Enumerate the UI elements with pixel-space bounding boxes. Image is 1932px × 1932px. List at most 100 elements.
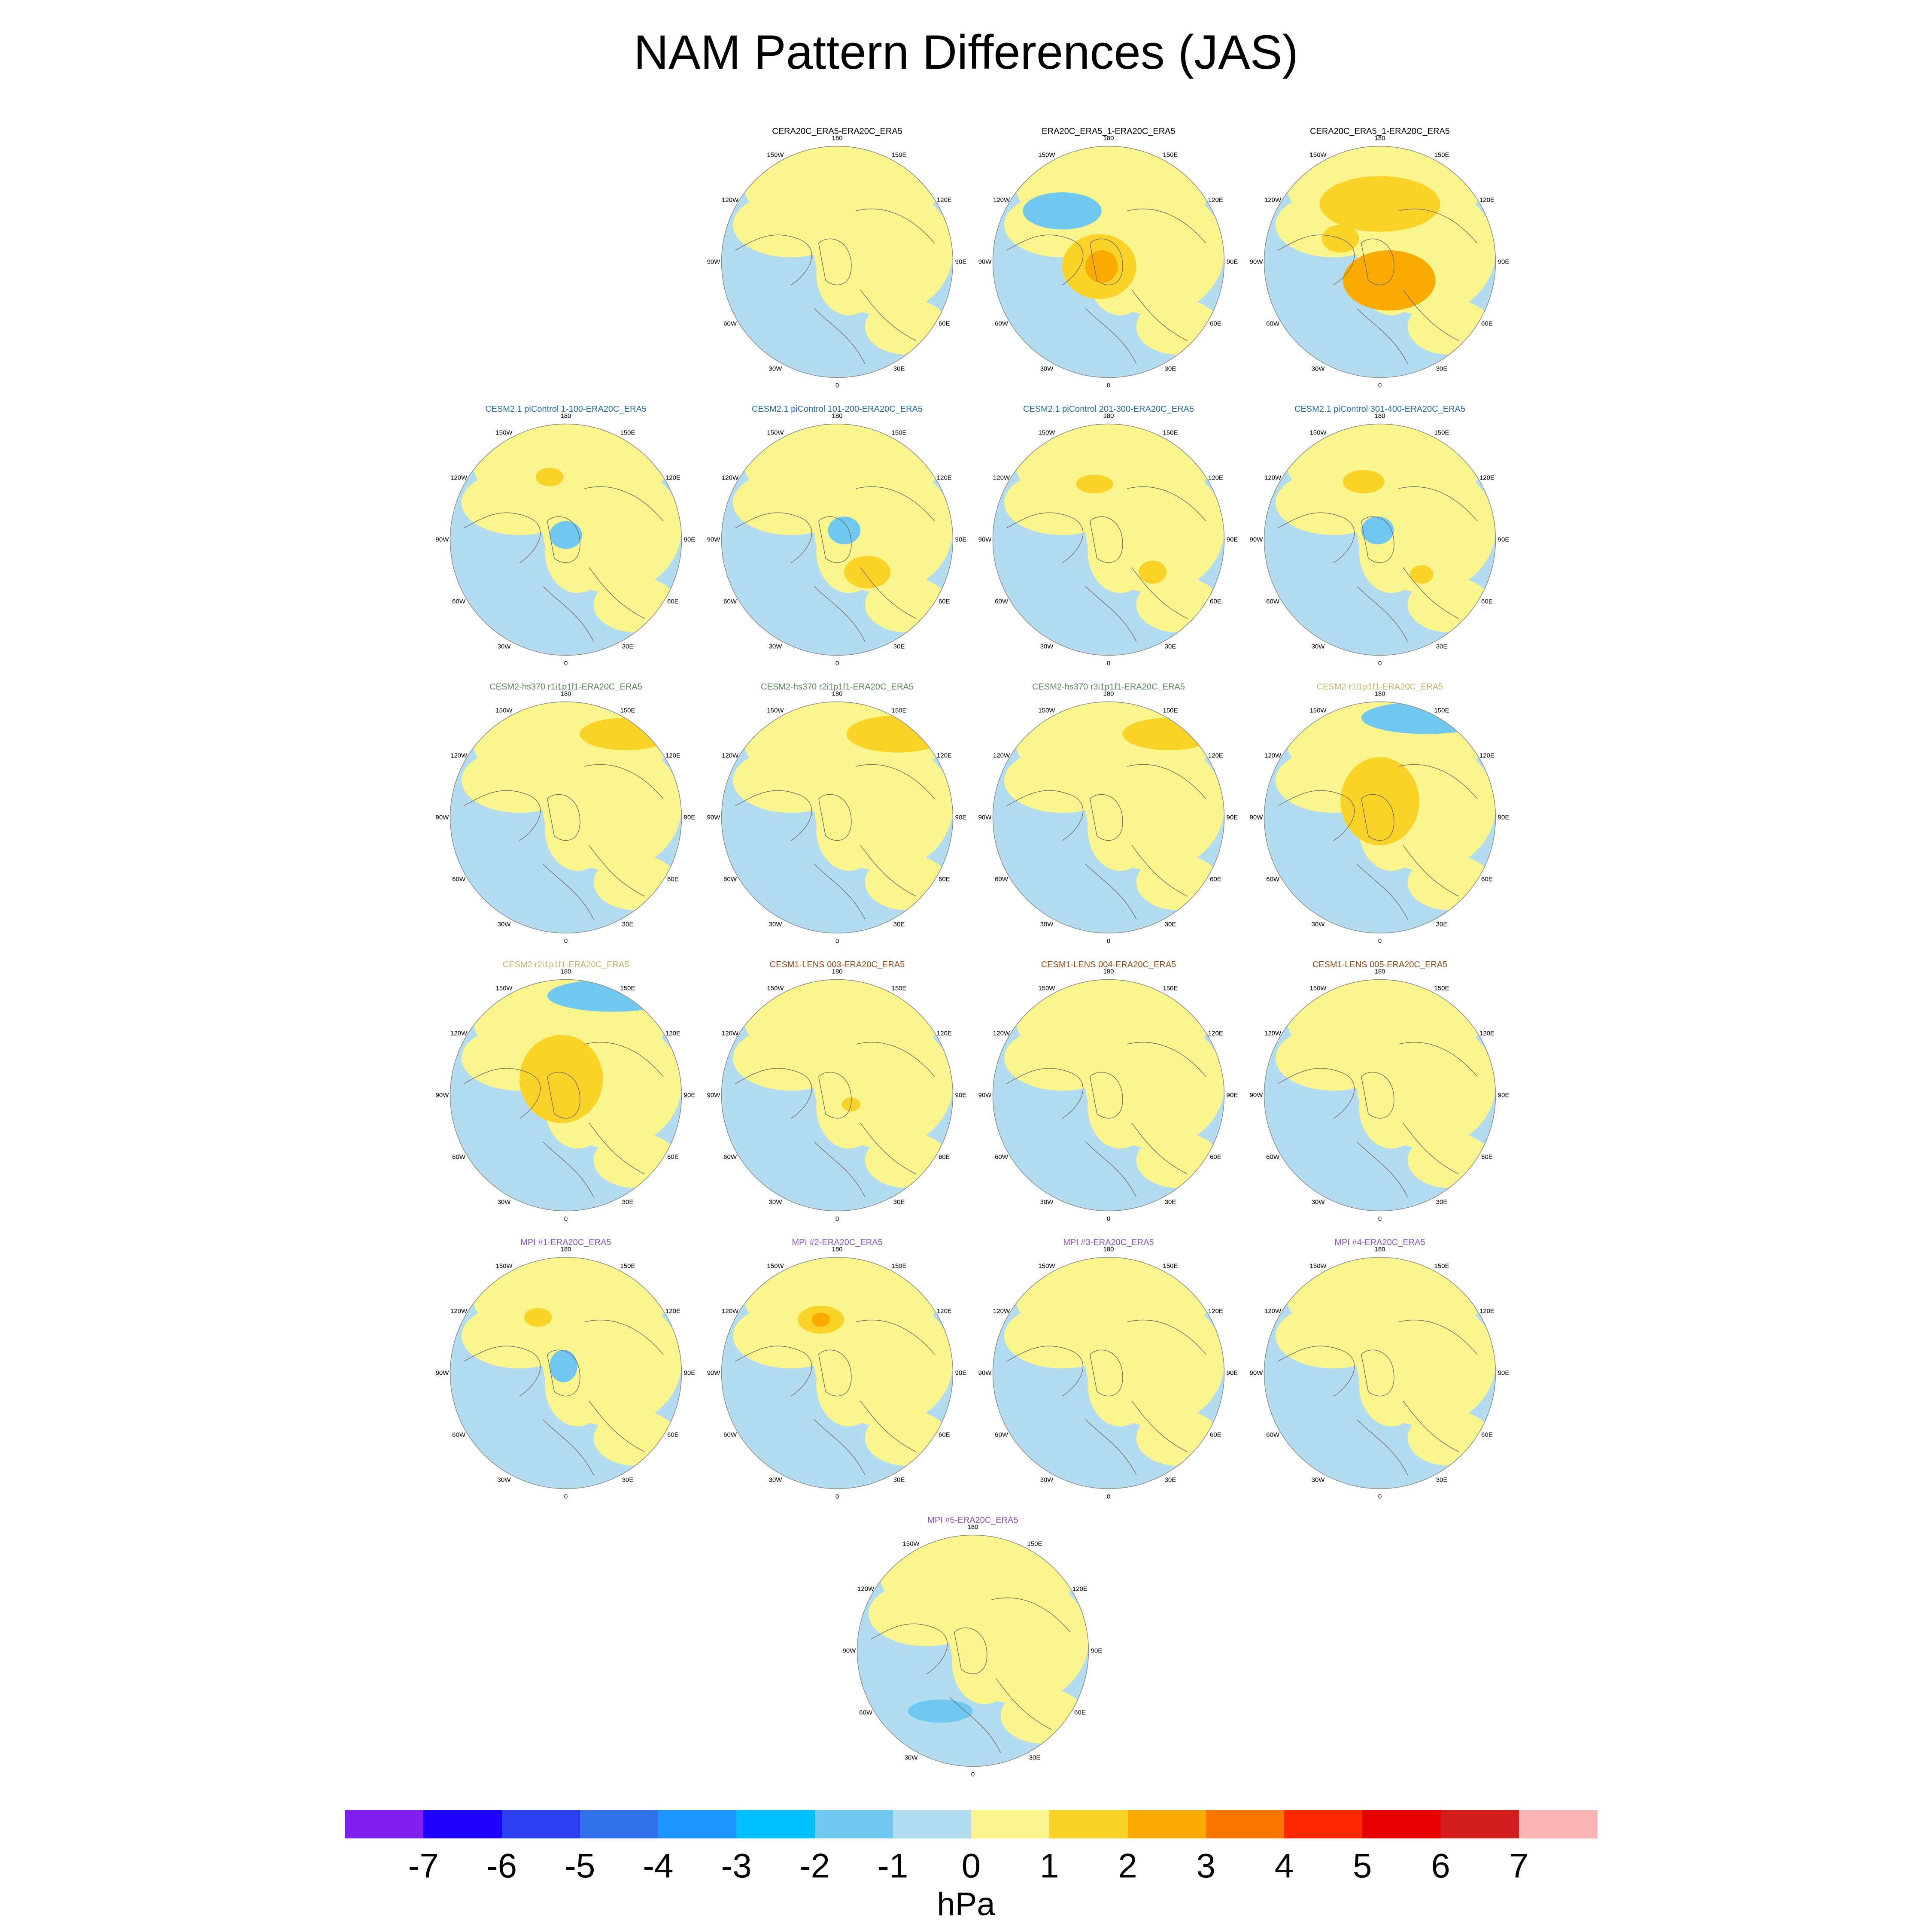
coastlines: [1278, 1042, 1478, 1197]
positive-anomaly-area: [1136, 299, 1220, 355]
longitude-label-150w: 150W: [495, 1262, 513, 1270]
longitude-label-60w: 60W: [859, 1709, 872, 1716]
map-boundary: [721, 979, 954, 1212]
panel-title: CESM2.1 piControl 201-300-ERA20C_ERA5: [1023, 404, 1194, 414]
coastlines: [1006, 486, 1206, 642]
colorbar-tick-label: 3: [1196, 1847, 1216, 1885]
longitude-label-30e: 30E: [622, 643, 634, 650]
longitude-label-150e: 150E: [1163, 429, 1178, 437]
polar-map: [450, 979, 682, 1212]
map-boundary: [1264, 701, 1496, 934]
longitude-label-30e: 30E: [1164, 1198, 1176, 1206]
longitude-label-0: 0: [564, 937, 568, 945]
longitude-label-180: 180: [560, 412, 571, 420]
longitude-label-180: 180: [1374, 1245, 1385, 1253]
longitude-label-150w: 150W: [1038, 984, 1055, 992]
longitude-label-30w: 30W: [1040, 920, 1054, 928]
longitude-label-60e: 60E: [667, 1431, 679, 1439]
coastlines: [735, 764, 935, 920]
longitude-label-90e: 90E: [1226, 536, 1238, 544]
longitude-label-60w: 60W: [995, 1431, 1008, 1439]
longitude-label-30w: 30W: [769, 365, 782, 373]
positive-anomaly-area: [1088, 1065, 1153, 1149]
longitude-label-60w: 60W: [723, 598, 737, 605]
longitude-label-120w: 120W: [993, 196, 1010, 204]
polar-map: [992, 423, 1225, 656]
polar-map: [992, 701, 1225, 934]
colorbar-tick-label: 5: [1353, 1847, 1372, 1885]
colorbar-tick-label: -7: [408, 1847, 439, 1885]
panel-title: CESM2-hs370 r3i1p1f1-ERA20C_ERA5: [1032, 682, 1185, 692]
longitude-label-180: 180: [967, 1523, 978, 1531]
longitude-label-30e: 30E: [1164, 920, 1176, 928]
panel-title: CERA20C_ERA5-ERA20C_ERA5: [772, 127, 902, 136]
longitude-label-120e: 120E: [936, 1307, 952, 1315]
positive-anomaly-area: [1088, 509, 1153, 593]
longitude-label-150w: 150W: [1309, 151, 1327, 159]
longitude-label-150w: 150W: [495, 707, 513, 714]
colorbar-cell: [423, 1810, 502, 1838]
longitude-label-60e: 60E: [939, 1153, 950, 1161]
longitude-label-30w: 30W: [497, 1198, 511, 1206]
longitude-label-0: 0: [835, 1493, 839, 1501]
longitude-label-0: 0: [1106, 659, 1111, 667]
coastlines: [735, 1319, 935, 1475]
longitude-label-60e: 60E: [667, 875, 679, 883]
colorbar-cell: [1127, 1810, 1206, 1838]
longitude-label-60w: 60W: [723, 1431, 737, 1439]
map-boundary: [1264, 423, 1496, 656]
longitude-label-90e: 90E: [683, 814, 696, 821]
longitude-label-30e: 30E: [893, 1198, 905, 1206]
longitude-label-60e: 60E: [1481, 320, 1493, 328]
longitude-label-150e: 150E: [1163, 151, 1178, 159]
colorbar-tick-label: 4: [1274, 1847, 1294, 1885]
longitude-label-60e: 60E: [939, 320, 950, 328]
longitude-label-30e: 30E: [1164, 1476, 1176, 1484]
longitude-label-150w: 150W: [767, 429, 784, 437]
map-boundary: [992, 1257, 1225, 1489]
longitude-label-90e: 90E: [1226, 1369, 1238, 1377]
longitude-label-120w: 120W: [1264, 474, 1282, 482]
coastlines: [1006, 1319, 1206, 1475]
polar-map: [1264, 423, 1496, 656]
longitude-label-150w: 150W: [1038, 1262, 1055, 1270]
longitude-label-150w: 150W: [495, 984, 513, 992]
longitude-label-150e: 150E: [1027, 1540, 1042, 1548]
map-panel: CESM1-LENS 005-ERA20C_ERA5 180 150E 120E 90E…: [1250, 960, 1510, 1223]
map-panel: ERA20C_ERA5_1-ERA20C_ERA5 180 150E 120E 90E 6…: [978, 127, 1238, 389]
map-panel: CESM2-hs370 r1i1p1f1-ERA20C_ERA5 180 150E 1…: [436, 682, 696, 945]
coastlines: [735, 1042, 935, 1197]
colorbar-tick-label: -5: [565, 1847, 595, 1885]
colorbar-cell: [658, 1810, 737, 1838]
longitude-label-30e: 30E: [622, 1198, 634, 1206]
polar-map: [1264, 979, 1496, 1212]
coastlines: [735, 208, 935, 364]
longitude-label-30e: 30E: [622, 1476, 634, 1484]
map-panel: CESM1-LENS 004-ERA20C_ERA5 180 150E 120E 90E…: [978, 960, 1238, 1223]
longitude-label-150w: 150W: [1309, 707, 1327, 714]
longitude-label-90e: 90E: [1226, 1091, 1238, 1099]
map-panel: CESM2-hs370 r2i1p1f1-ERA20C_ERA5 180 150E 1…: [707, 682, 967, 945]
polar-map: [721, 423, 954, 656]
longitude-label-150e: 150E: [1163, 1262, 1178, 1270]
longitude-label-30w: 30W: [904, 1754, 918, 1762]
polar-map: [721, 979, 954, 1212]
map-panel: CERA20C_ERA5-ERA20C_ERA5 180 150E 120E 90E 60…: [707, 127, 967, 389]
colorbar-cell: [893, 1810, 972, 1838]
longitude-label-30w: 30W: [1040, 1476, 1054, 1484]
positive-anomaly-contour: [524, 1308, 552, 1327]
longitude-label-30w: 30W: [497, 1476, 511, 1484]
map-boundary: [1264, 1257, 1496, 1489]
longitude-label-60w: 60W: [995, 320, 1008, 328]
colorbar-tick-label: -2: [799, 1847, 830, 1885]
longitude-label-90w: 90W: [1249, 814, 1263, 821]
longitude-label-30e: 30E: [622, 920, 634, 928]
positive-anomaly-area: [593, 1132, 677, 1188]
longitude-label-150e: 150E: [891, 151, 907, 159]
longitude-label-90e: 90E: [1226, 258, 1238, 266]
positive-anomaly-area: [816, 1343, 881, 1427]
longitude-label-30w: 30W: [1040, 643, 1054, 650]
map-panel: CESM2 r1i1p1f1-ERA20C_ERA5 180 150E 120E 90E…: [1250, 682, 1510, 945]
longitude-label-120e: 120E: [1208, 196, 1223, 204]
longitude-label-150w: 150W: [1309, 429, 1327, 437]
